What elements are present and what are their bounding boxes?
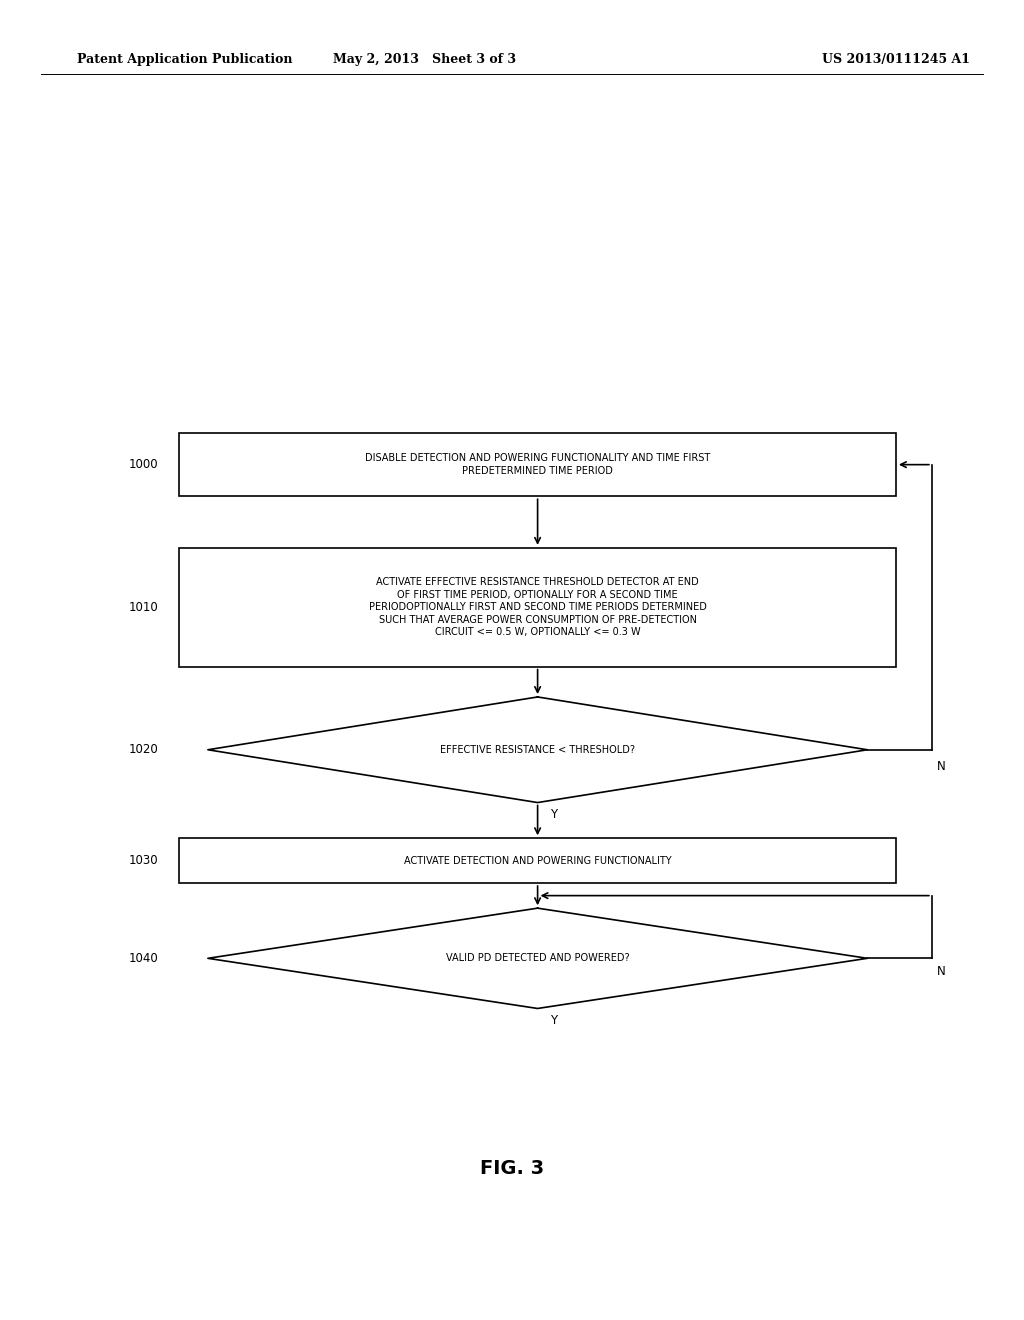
Text: Y: Y [550,808,557,821]
FancyBboxPatch shape [179,548,896,667]
Text: VALID PD DETECTED AND POWERED?: VALID PD DETECTED AND POWERED? [445,953,630,964]
Text: N: N [937,760,946,774]
Text: Y: Y [550,1014,557,1027]
Text: DISABLE DETECTION AND POWERING FUNCTIONALITY AND TIME FIRST
PREDETERMINED TIME P: DISABLE DETECTION AND POWERING FUNCTIONA… [365,454,711,475]
Text: May 2, 2013   Sheet 3 of 3: May 2, 2013 Sheet 3 of 3 [334,53,516,66]
Text: 1040: 1040 [129,952,159,965]
Text: 1010: 1010 [129,601,159,614]
Text: FIG. 3: FIG. 3 [480,1159,544,1177]
Text: Patent Application Publication: Patent Application Publication [77,53,292,66]
Text: 1000: 1000 [129,458,159,471]
Text: 1030: 1030 [129,854,159,867]
Text: N: N [937,965,946,978]
Text: 1020: 1020 [129,743,159,756]
Text: ACTIVATE EFFECTIVE RESISTANCE THRESHOLD DETECTOR AT END
OF FIRST TIME PERIOD, OP: ACTIVATE EFFECTIVE RESISTANCE THRESHOLD … [369,577,707,638]
Text: US 2013/0111245 A1: US 2013/0111245 A1 [822,53,970,66]
Text: ACTIVATE DETECTION AND POWERING FUNCTIONALITY: ACTIVATE DETECTION AND POWERING FUNCTION… [403,855,672,866]
FancyBboxPatch shape [179,433,896,496]
FancyBboxPatch shape [179,838,896,883]
Text: EFFECTIVE RESISTANCE < THRESHOLD?: EFFECTIVE RESISTANCE < THRESHOLD? [440,744,635,755]
